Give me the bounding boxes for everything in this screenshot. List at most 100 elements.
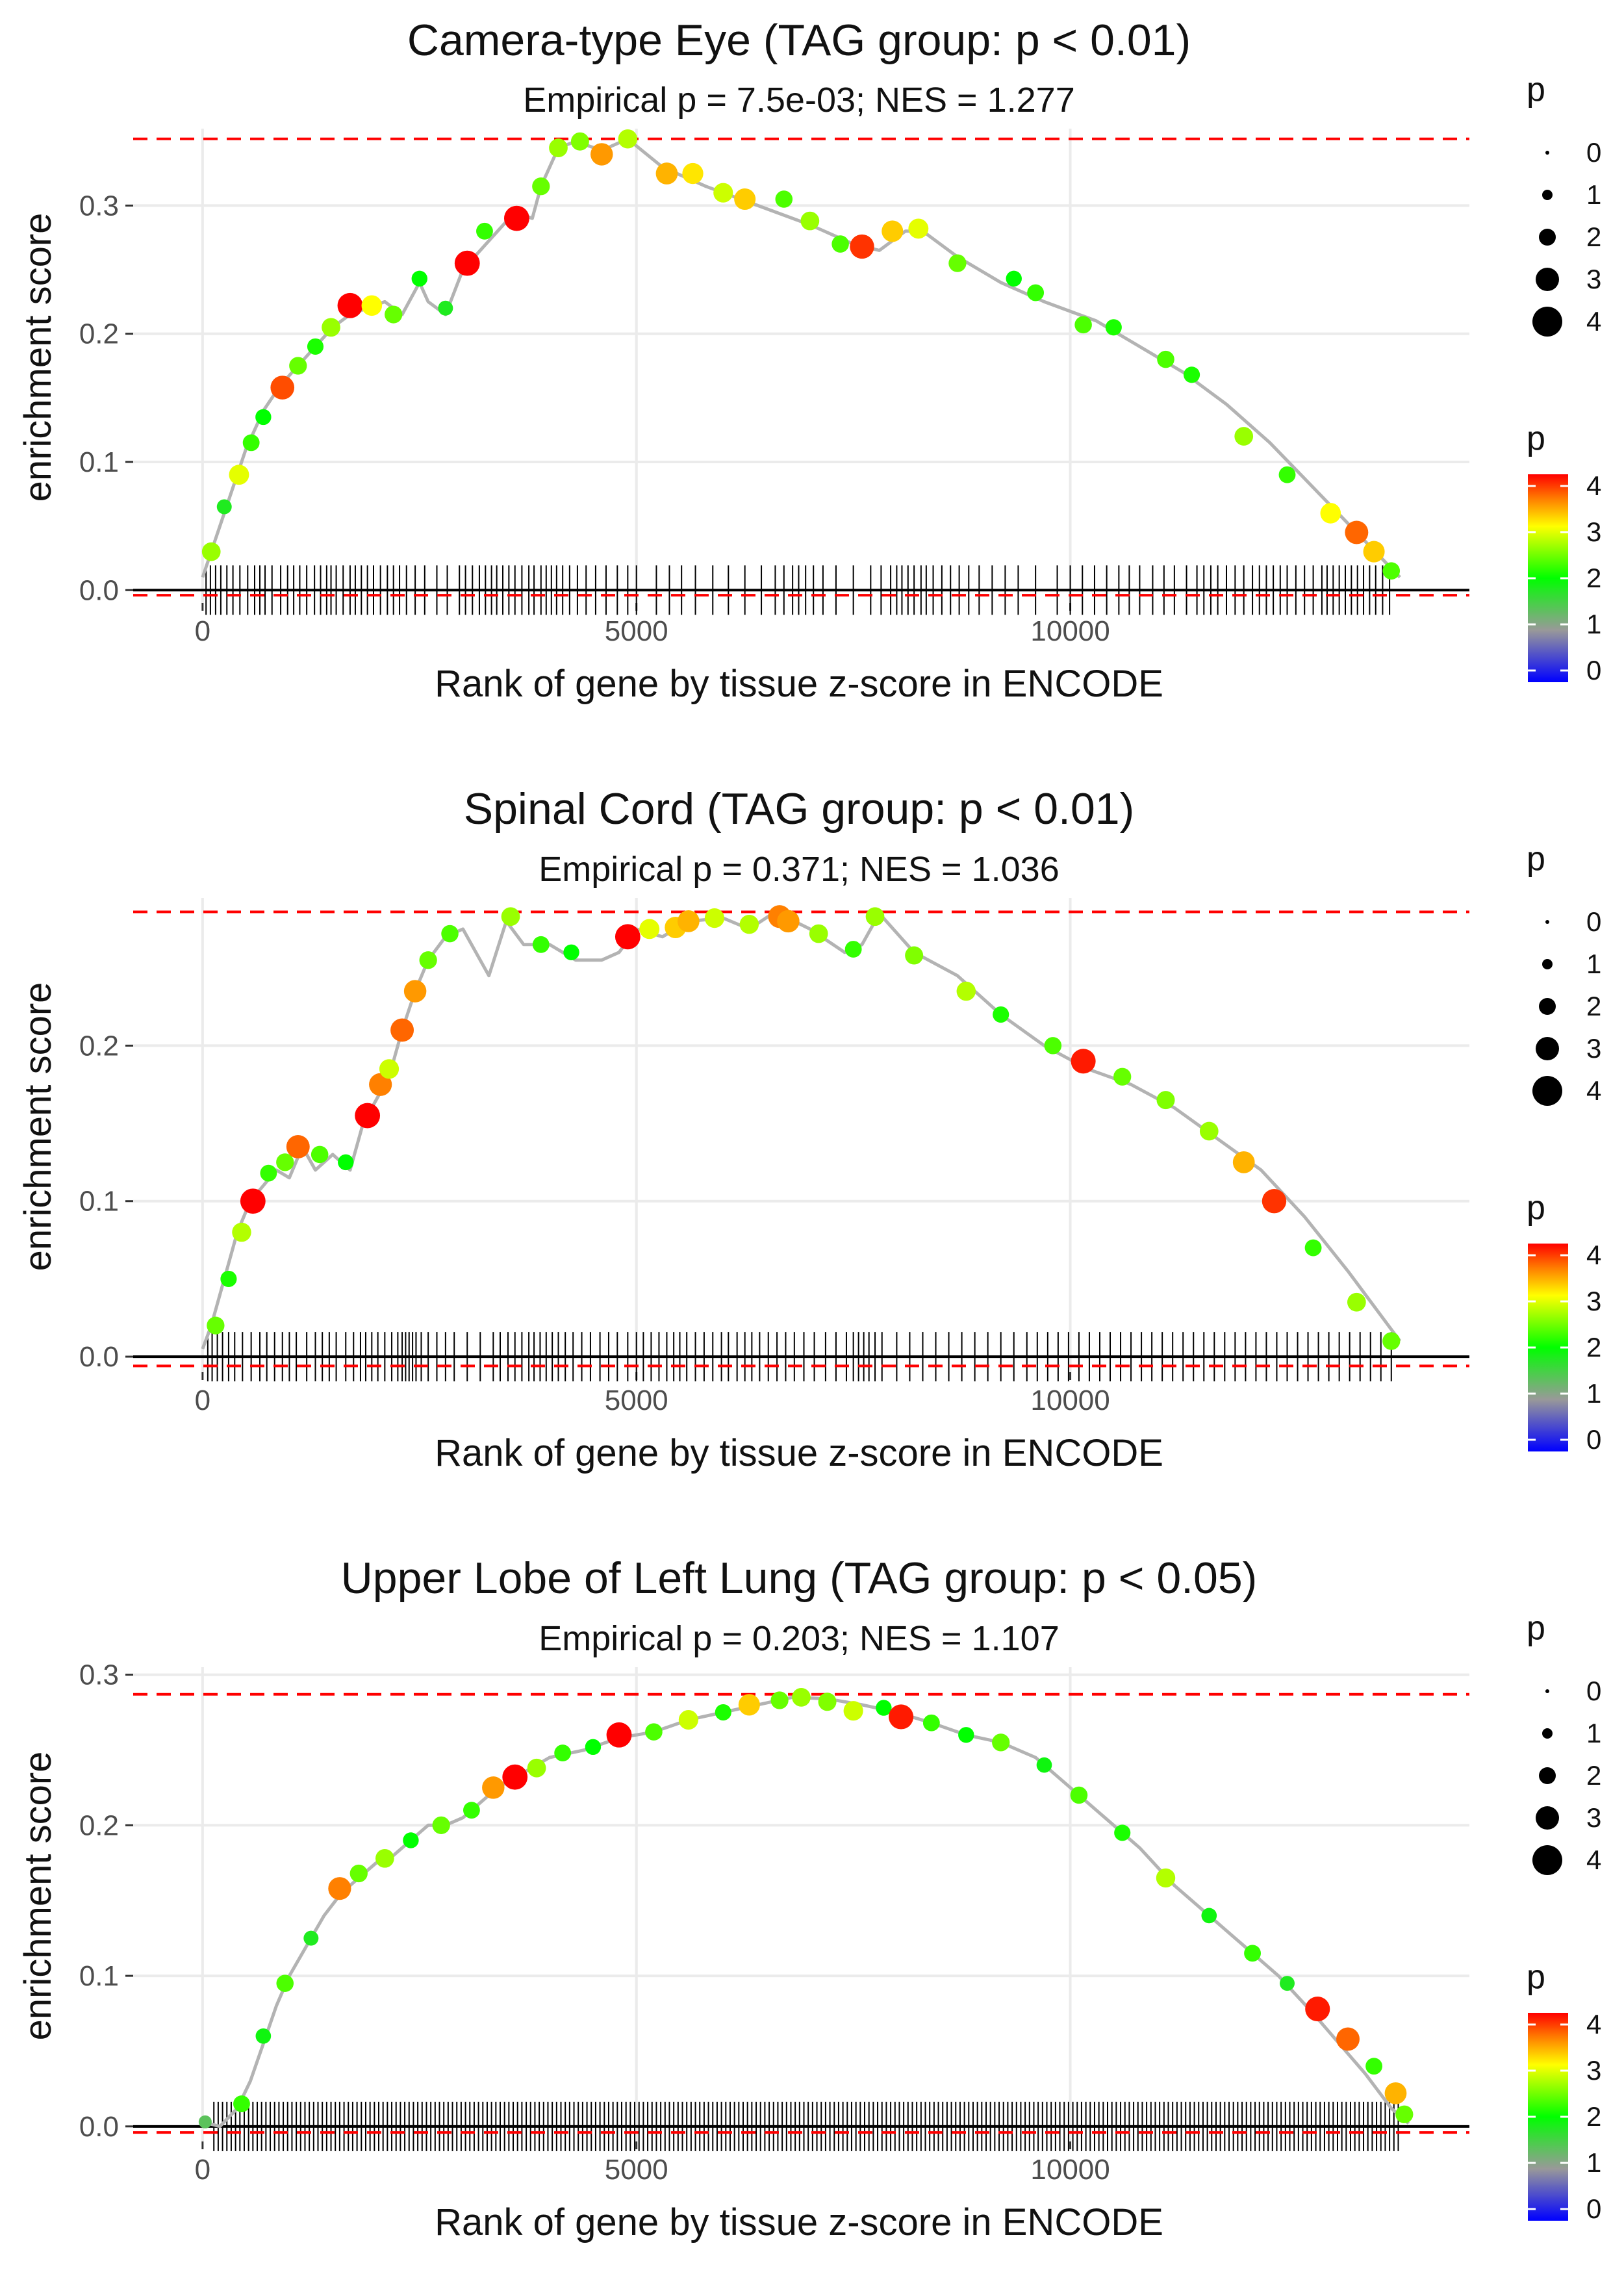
- data-point: [1044, 1037, 1062, 1054]
- size-legend-label: 4: [1586, 306, 1601, 337]
- data-point: [639, 919, 660, 939]
- data-point: [270, 376, 295, 400]
- data-point: [1363, 541, 1385, 563]
- data-point: [276, 1153, 294, 1171]
- y-tick-label: 0.3: [79, 1659, 119, 1691]
- data-point: [338, 1154, 354, 1171]
- size-legend-label: 0: [1586, 137, 1601, 168]
- data-point: [482, 1776, 505, 1799]
- y-tick-label: 0.1: [79, 1960, 119, 1992]
- legend-group: p 0 1 2 3 4 p 4 3 2 1 0: [1527, 71, 1601, 685]
- data-point: [777, 910, 800, 933]
- data-point: [554, 1744, 572, 1762]
- data-point: [276, 1974, 294, 1992]
- legend-group: p 0 1 2 3 4 p 4 3 2 1 0: [1527, 840, 1601, 1455]
- data-point: [645, 1723, 663, 1741]
- x-tick-label: 5000: [605, 2154, 668, 2186]
- color-legend-title: p: [1527, 1958, 1545, 1996]
- data-point: [1280, 1976, 1295, 1991]
- data-point: [882, 220, 904, 242]
- color-legend-label: 2: [1586, 2101, 1601, 2132]
- data-point: [844, 941, 862, 958]
- data-point: [532, 936, 550, 953]
- size-legend-key: [1536, 268, 1559, 291]
- x-tick-label: 0: [195, 615, 210, 647]
- data-point: [1347, 1292, 1366, 1312]
- data-point: [1262, 1189, 1287, 1214]
- size-legend-key: [1545, 920, 1549, 924]
- data-point: [1320, 503, 1341, 524]
- y-tick-label: 0.2: [79, 1030, 119, 1062]
- y-axis-title: enrichment score: [17, 213, 59, 502]
- data-point: [704, 908, 725, 928]
- data-point: [1244, 1945, 1261, 1962]
- y-tick-label: 0.0: [79, 574, 119, 606]
- data-point: [1184, 366, 1200, 383]
- chart-subtitle: Empirical p = 0.371; NES = 1.036: [539, 850, 1059, 889]
- data-point: [606, 1722, 632, 1748]
- data-point: [1345, 520, 1369, 544]
- color-legend-title: p: [1527, 420, 1545, 457]
- data-point: [1384, 2082, 1407, 2104]
- size-legend-key: [1539, 998, 1556, 1015]
- data-point: [307, 338, 324, 355]
- chart-title: Spinal Cord (TAG group: p < 0.01): [464, 784, 1134, 834]
- data-point: [770, 1691, 789, 1709]
- x-tick-label: 10000: [1030, 2154, 1110, 2186]
- data-point: [369, 1073, 392, 1096]
- color-legend-label: 1: [1586, 609, 1601, 639]
- size-legend-title: p: [1527, 71, 1545, 109]
- size-legend: 0 1 2 3 4: [1532, 906, 1601, 1106]
- data-point: [1114, 1824, 1131, 1841]
- y-tick-label: 0.0: [79, 2111, 119, 2143]
- x-tick-label: 5000: [605, 1385, 668, 1416]
- color-legend: 4 3 2 1 0: [1528, 470, 1601, 685]
- size-legend-key: [1545, 151, 1549, 155]
- color-legend-label: 2: [1586, 563, 1601, 593]
- data-point: [240, 1188, 266, 1214]
- y-tick-label: 0.2: [79, 318, 119, 350]
- size-legend-key: [1542, 1728, 1553, 1739]
- data-point: [220, 1270, 237, 1287]
- chart-subtitle: Empirical p = 7.5e-03; NES = 1.277: [523, 81, 1074, 120]
- data-point: [233, 2095, 250, 2112]
- data-point: [385, 305, 403, 324]
- size-legend-label: 2: [1586, 222, 1601, 252]
- data-point: [850, 234, 874, 259]
- data-point: [876, 1700, 892, 1716]
- data-point: [738, 1694, 760, 1716]
- chart-title: Camera-type Eye (TAG group: p < 0.01): [407, 16, 1191, 65]
- data-point: [337, 292, 363, 318]
- data-point: [549, 138, 568, 157]
- data-point: [992, 1733, 1010, 1752]
- size-legend-label: 4: [1586, 1075, 1601, 1106]
- data-point: [1336, 2027, 1360, 2051]
- data-point: [441, 925, 459, 943]
- size-legend-key: [1536, 1037, 1559, 1060]
- data-point: [1395, 2105, 1414, 2123]
- data-point: [229, 465, 249, 485]
- data-point: [1027, 284, 1045, 301]
- size-legend-label: 3: [1586, 1033, 1601, 1064]
- chart-subtitle: Empirical p = 0.203; NES = 1.107: [539, 1619, 1059, 1658]
- size-legend-label: 2: [1586, 991, 1601, 1021]
- y-tick-label: 0.1: [79, 446, 119, 478]
- data-point: [328, 1877, 351, 1900]
- data-point: [503, 205, 529, 231]
- plot-area: 0 5000 10000 0.0 0.1 0.2 0.3: [79, 129, 1469, 647]
- data-point: [390, 1018, 414, 1042]
- data-point: [682, 162, 704, 185]
- y-tick-label: 0.1: [79, 1186, 119, 1218]
- color-legend-label: 0: [1586, 655, 1601, 685]
- size-legend: 0 1 2 3 4: [1532, 137, 1601, 337]
- data-point: [1278, 466, 1296, 483]
- data-point: [255, 409, 272, 426]
- data-point: [476, 222, 493, 240]
- data-point: [922, 1714, 940, 1731]
- size-legend-label: 1: [1586, 1718, 1601, 1748]
- color-legend-label: 0: [1586, 1424, 1601, 1455]
- size-legend-key: [1532, 1076, 1562, 1106]
- size-legend-key: [1542, 959, 1553, 969]
- x-axis-title: Rank of gene by tissue z-score in ENCODE: [435, 1432, 1163, 1474]
- color-legend-label: 1: [1586, 2147, 1601, 2178]
